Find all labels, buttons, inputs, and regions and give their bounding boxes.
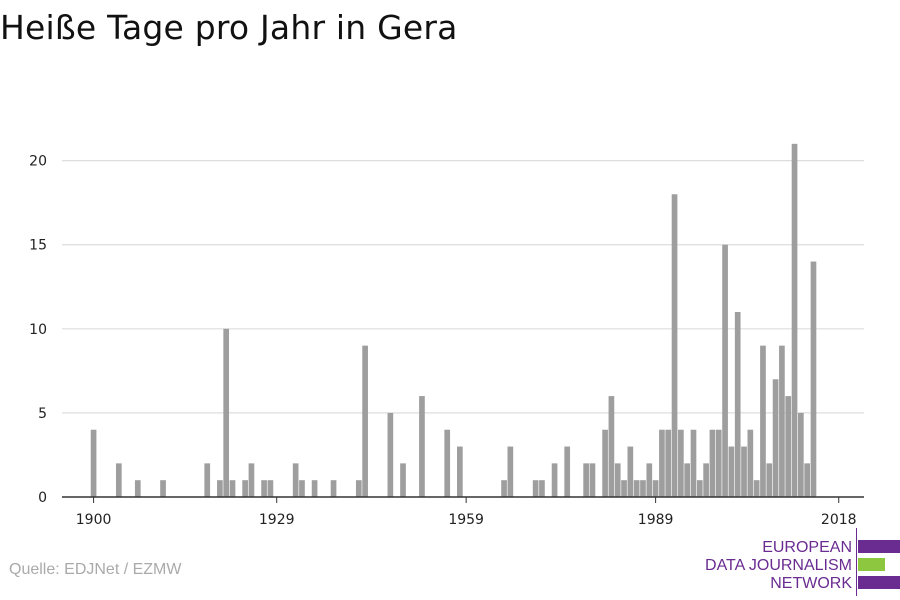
bar-1965	[501, 480, 507, 497]
bar-2011	[791, 143, 798, 497]
logo-line-2: DATA JOURNALISM	[705, 557, 852, 574]
bar-2014	[810, 261, 817, 497]
bar-1973	[551, 463, 558, 497]
bar-1985	[627, 446, 634, 497]
bar-1991	[665, 429, 672, 497]
bar-2008	[772, 379, 779, 497]
bar-1970	[532, 480, 539, 497]
bar-1927	[261, 480, 267, 497]
bar-1947	[387, 412, 394, 497]
bar-1984	[621, 480, 627, 497]
bar-1918	[204, 463, 211, 497]
bar-1999	[715, 429, 722, 497]
bar-1938	[330, 480, 337, 497]
y-tick-label: 10	[29, 322, 47, 338]
x-tick-label: 1989	[638, 512, 674, 528]
bar-1993	[678, 429, 684, 497]
bar-1994	[684, 463, 691, 497]
bar-1942	[355, 480, 362, 497]
y-tick-label: 15	[29, 238, 47, 254]
x-tick-label: 2018	[821, 512, 857, 528]
bar-1997	[703, 463, 709, 497]
x-tick-label: 1929	[259, 512, 295, 528]
x-tick-label: 1959	[448, 512, 484, 528]
logo-bar-purple-bottom	[858, 576, 900, 589]
bar-1988	[646, 463, 653, 497]
bar-1933	[299, 480, 305, 497]
bar-1981	[602, 429, 608, 497]
bars	[90, 143, 817, 498]
bar-1900	[90, 429, 97, 497]
bar-1932	[292, 463, 299, 497]
bar-1920	[217, 480, 223, 497]
y-tick-label: 5	[38, 406, 47, 422]
bar-chart: 1900 1929 1959 1989 2018 0 5 10 15 20	[29, 143, 864, 528]
bar-1978	[583, 463, 589, 497]
bar-1949	[400, 463, 406, 497]
bar-2010	[785, 396, 792, 497]
bar-2009	[779, 345, 785, 497]
bar-1904	[115, 463, 122, 497]
logo-bar-purple-top	[858, 540, 900, 553]
bar-1958	[457, 446, 463, 497]
logo-bar-green	[858, 558, 885, 571]
bar-1921	[223, 328, 230, 497]
source-note: Quelle: EDJNet / EZMW	[9, 561, 182, 578]
bar-1998	[709, 429, 716, 497]
bar-1996	[696, 480, 703, 497]
bar-1943	[362, 345, 368, 497]
bar-1971	[539, 480, 545, 497]
bar-2001	[728, 446, 735, 497]
bar-1907	[134, 480, 141, 497]
bar-2005	[753, 480, 760, 497]
logo-line-3: NETWORK	[770, 575, 852, 592]
bar-1924	[242, 480, 248, 497]
bar-2003	[741, 446, 747, 497]
bar-2000	[722, 244, 728, 497]
edjnet-logo[interactable]: EUROPEAN DATA JOURNALISM NETWORK	[700, 528, 900, 596]
bar-1989	[652, 480, 659, 497]
bar-2013	[804, 463, 811, 497]
bar-2012	[798, 412, 804, 497]
y-axis-ticks: 0 5 10 15 20	[29, 154, 47, 506]
bar-1928	[267, 480, 274, 497]
bar-1983	[614, 463, 621, 497]
chart-title: Heiße Tage pro Jahr in Gera	[0, 8, 458, 47]
bar-2004	[747, 429, 754, 497]
logo-divider	[856, 528, 857, 596]
bar-1986	[633, 480, 640, 497]
x-axis-ticks: 1900 1929 1959 1989 2018	[76, 497, 857, 528]
bar-1935	[311, 480, 318, 497]
bar-1987	[640, 480, 646, 497]
bar-1952	[419, 396, 425, 497]
bar-1925	[248, 463, 255, 497]
bar-2002	[734, 312, 741, 497]
bar-1956	[444, 429, 451, 497]
bar-2006	[760, 345, 766, 497]
gridlines	[62, 160, 864, 414]
bar-1975	[564, 446, 571, 497]
bar-1995	[690, 429, 697, 497]
bar-1922	[229, 480, 236, 497]
y-tick-label: 0	[38, 490, 47, 506]
bar-1982	[608, 396, 615, 497]
bar-1979	[589, 463, 596, 497]
bar-1992	[671, 194, 678, 498]
bar-1966	[507, 446, 514, 497]
bar-2007	[766, 463, 773, 497]
bar-1990	[659, 429, 665, 497]
y-tick-label: 20	[29, 154, 47, 170]
bar-1911	[160, 480, 166, 497]
x-tick-label: 1900	[76, 512, 112, 528]
logo-line-1: EUROPEAN	[762, 539, 852, 556]
